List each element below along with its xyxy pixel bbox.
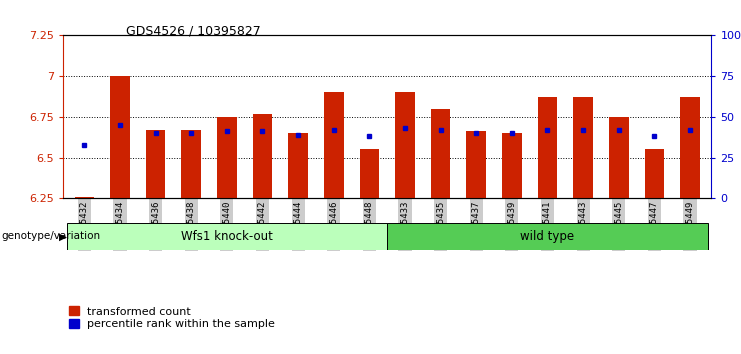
Bar — [67, 223, 387, 250]
Bar — [182, 130, 201, 198]
Bar — [395, 92, 415, 198]
Bar — [288, 133, 308, 198]
Bar — [146, 130, 165, 198]
Legend: transformed count, percentile rank within the sample: transformed count, percentile rank withi… — [68, 307, 276, 330]
Bar — [431, 109, 451, 198]
Bar — [574, 97, 593, 198]
Bar — [75, 196, 94, 198]
Text: wild type: wild type — [520, 230, 574, 243]
Text: genotype/variation: genotype/variation — [1, 232, 101, 241]
Bar — [110, 76, 130, 198]
Bar — [502, 133, 522, 198]
Text: ▶: ▶ — [59, 232, 67, 241]
Bar — [680, 97, 700, 198]
Bar — [387, 223, 708, 250]
Bar — [253, 114, 272, 198]
Text: GDS4526 / 10395827: GDS4526 / 10395827 — [126, 25, 261, 38]
Bar — [324, 92, 344, 198]
Bar — [645, 149, 664, 198]
Text: Wfs1 knock-out: Wfs1 knock-out — [181, 230, 273, 243]
Bar — [609, 117, 628, 198]
Bar — [538, 97, 557, 198]
Bar — [217, 117, 236, 198]
Bar — [466, 131, 486, 198]
Bar — [359, 149, 379, 198]
